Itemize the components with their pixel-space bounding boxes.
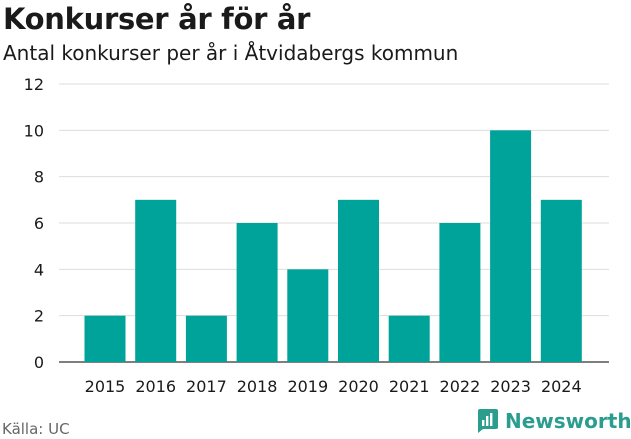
y-tick-label: 2 bbox=[34, 307, 44, 326]
bars bbox=[84, 130, 582, 362]
x-tick-label: 2020 bbox=[338, 377, 379, 396]
chart-title: Konkurser år för år bbox=[3, 2, 311, 36]
bar[interactable] bbox=[540, 199, 582, 362]
y-tick-label: 4 bbox=[34, 260, 44, 279]
y-tick-label: 8 bbox=[34, 168, 44, 187]
bar[interactable] bbox=[287, 269, 329, 362]
bar[interactable] bbox=[388, 315, 430, 362]
x-tick-label: 2022 bbox=[440, 377, 481, 396]
x-axis-ticks: 2015 2016 2017 2018 2019 2020 2021 2022 2023 2024 bbox=[85, 377, 582, 396]
x-tick-label: 2017 bbox=[186, 377, 227, 396]
y-tick-label: 12 bbox=[24, 75, 44, 94]
y-tick-label: 6 bbox=[34, 214, 44, 233]
x-tick-label: 2018 bbox=[237, 377, 278, 396]
x-tick-label: 2024 bbox=[541, 377, 582, 396]
x-tick-label: 2019 bbox=[287, 377, 328, 396]
bar[interactable] bbox=[236, 223, 278, 362]
chart-subtitle: Antal konkurser per år i Åtvidabergs kom… bbox=[3, 41, 459, 65]
bar[interactable] bbox=[338, 199, 379, 362]
y-axis-ticks: 0 2 4 6 8 10 12 bbox=[24, 75, 44, 372]
bar[interactable] bbox=[490, 130, 532, 362]
bar[interactable] bbox=[135, 199, 177, 362]
brand-name: Newsworthy bbox=[505, 409, 631, 433]
newsworthy-logo-icon bbox=[478, 409, 498, 433]
bar[interactable] bbox=[185, 315, 227, 362]
x-tick-label: 2015 bbox=[85, 377, 126, 396]
x-tick-label: 2016 bbox=[135, 377, 176, 396]
brand-logo[interactable]: Newsworthy bbox=[475, 408, 631, 434]
bar[interactable] bbox=[84, 315, 126, 362]
y-tick-label: 10 bbox=[24, 121, 44, 140]
x-tick-label: 2021 bbox=[389, 377, 430, 396]
source-note: Källa: UC bbox=[2, 420, 70, 438]
bar[interactable] bbox=[439, 223, 481, 362]
x-tick-label: 2023 bbox=[490, 377, 531, 396]
y-tick-label: 0 bbox=[34, 353, 44, 372]
